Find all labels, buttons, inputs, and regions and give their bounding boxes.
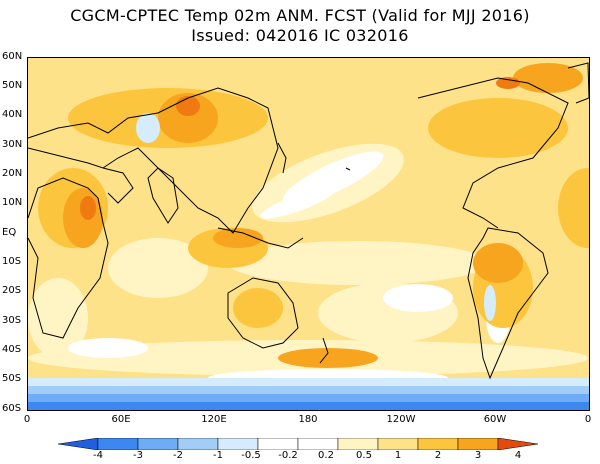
very-warm-region-gulf-of-guinea [80, 196, 96, 220]
cool-regions [136, 113, 496, 321]
colorbar-label-4: 4 [514, 450, 522, 461]
colorbar-segment-minus02-02 [297, 438, 339, 450]
colorbar-label-3: 3 [474, 450, 482, 461]
colorbar-segment-minus3-minus2 [137, 438, 179, 450]
neutral-region-southeast-pacific [383, 284, 453, 312]
cool-region-central-asia [136, 113, 160, 143]
very-warm-region-himalaya [176, 96, 200, 116]
lon-label-180: 180 [298, 414, 318, 425]
colorbar-segment-02-05 [337, 438, 379, 450]
light-region-central-pacific [228, 241, 488, 285]
colorbar-segment-1-2 [417, 438, 459, 450]
lat-label-40n: 40N [2, 109, 23, 120]
lat-label-30n: 30N [2, 139, 23, 150]
map-canvas [28, 58, 589, 410]
map-title: CGCM-CPTEC Temp 02m ANM. FCST (Valid for… [70, 6, 530, 25]
coastline-africa [28, 177, 109, 339]
lat-label-50n: 50N [2, 80, 23, 91]
lat-label-20n: 20N [2, 168, 23, 179]
colorbar [58, 438, 538, 450]
coastline-india [147, 167, 179, 224]
coastlines [28, 62, 589, 380]
coastline-japan [277, 142, 287, 174]
coastline-greenland [567, 62, 589, 104]
lat-label-40s: 40S [2, 344, 22, 355]
warm-region-atlantic [558, 168, 589, 248]
lon-label-0-east: 0 [584, 414, 592, 425]
colorbar-label-minus0-2: -0.2 [278, 450, 298, 461]
colorbar-label-minus4: -4 [93, 450, 103, 461]
colorbar-segment-minus05-minus02 [257, 438, 299, 450]
lat-label-60n: 60N [2, 51, 23, 62]
coastline-maritime-continent [217, 227, 304, 249]
lon-label-60e: 60E [111, 414, 131, 425]
lon-label-120e: 120E [201, 414, 227, 425]
coastline-australia [227, 277, 299, 349]
strong-warm-region-southwest-pacific [278, 348, 378, 368]
strong-warm-region-north-atlantic [513, 63, 583, 93]
colorbar-label-2: 2 [434, 450, 442, 461]
neutral-region-southwest-atlantic [68, 338, 148, 358]
colorbar-segment-05-1 [377, 438, 419, 450]
colorbar-segment-minus1-minus05 [217, 438, 259, 450]
neutral-region-subtropical-pacific [260, 187, 336, 219]
very-warm-region-north-america [496, 77, 520, 89]
lon-label-0-west: 0 [23, 414, 31, 425]
colorbar-label-minus1: -1 [213, 450, 223, 461]
coastline-hawaii [345, 167, 351, 171]
coastline-new-zealand [319, 337, 329, 364]
colorbar-segment-lt-minus4 [58, 438, 99, 450]
colorbar-label-minus3: -3 [133, 450, 143, 461]
warm-region-north-america [428, 98, 568, 158]
issued-subtitle: Issued: 042016 IC 032016 [191, 26, 409, 45]
warm-region-australia [233, 288, 283, 328]
colorbar-label-1: 1 [394, 450, 402, 461]
coastline-north-america [417, 77, 569, 229]
southern-ocean-cold-band [28, 378, 589, 410]
lon-label-60w: 60W [483, 414, 507, 425]
colorbar-label-0-5: 0.5 [356, 450, 372, 461]
coastline-south-america [467, 227, 549, 380]
light-region-south-atlantic [28, 278, 88, 358]
colorbar-segment-gt-3 [497, 438, 538, 450]
light-region-indian-ocean [108, 238, 208, 298]
colorbar-label-minus2: -2 [173, 450, 183, 461]
lat-label-eq: EQ [2, 227, 17, 238]
lat-label-10n: 10N [2, 197, 23, 208]
coastline-arabia [102, 167, 134, 204]
lat-label-10s: 10S [2, 256, 22, 267]
colorbar-segment-minus2-minus1 [177, 438, 219, 450]
anomaly-map [27, 57, 590, 411]
lat-label-60s: 60S [2, 403, 22, 414]
lat-label-50s: 50S [2, 373, 22, 384]
colorbar-label-minus0-5: -0.5 [241, 450, 261, 461]
neutral-region-north-pacific [282, 151, 384, 205]
lon-label-120w: 120W [386, 414, 416, 425]
cold-band-dark-blue [28, 402, 589, 410]
cool-region-andes [484, 285, 496, 321]
colorbar-label-0-2: 0.2 [318, 450, 334, 461]
colorbar-segment-minus4-minus3 [97, 438, 139, 450]
strong-warm-region-amazon [473, 243, 523, 283]
lat-label-20s: 20S [2, 285, 22, 296]
strong-warm-region-southeast-asia [213, 228, 263, 248]
colorbar-segment-2-3 [457, 438, 499, 450]
lat-label-30s: 30S [2, 315, 22, 326]
